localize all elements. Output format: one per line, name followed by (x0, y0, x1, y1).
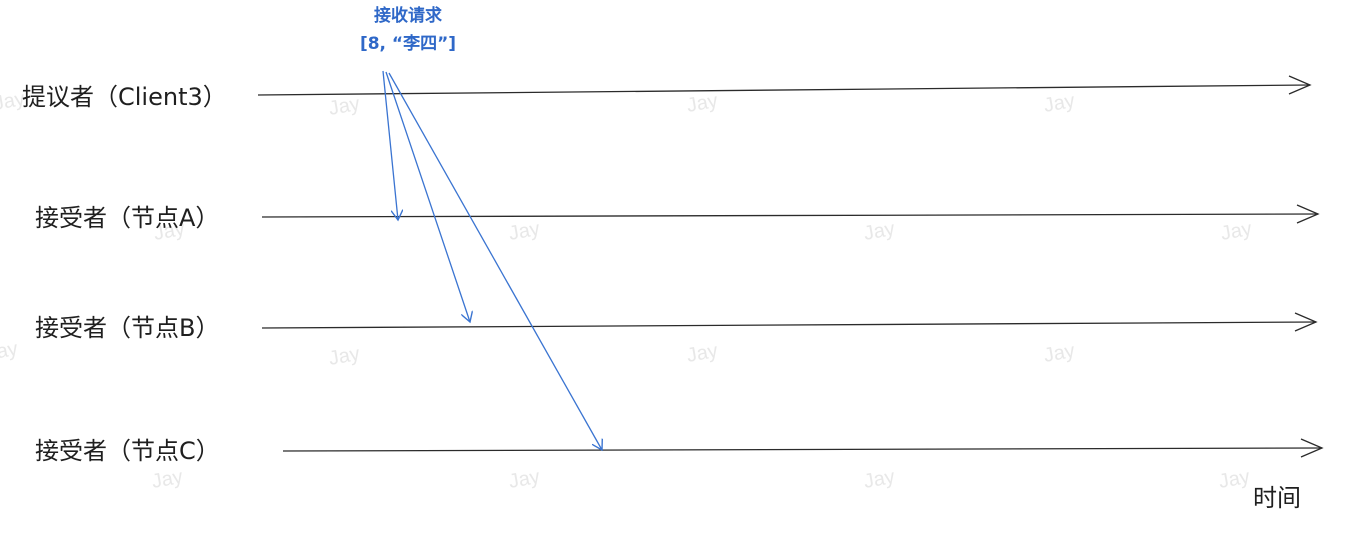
watermark-text: Jay (0, 338, 20, 365)
lifeline-label-acceptor-c: 接受者（节点C） (35, 437, 220, 465)
watermark-text: Jay (685, 90, 719, 117)
lifeline-label-acceptor-b: 接受者（节点B） (35, 314, 219, 342)
lifeline-acceptor-c (282, 438, 1324, 458)
watermark-text: Jay (862, 466, 896, 493)
lifeline-proposer (257, 75, 1312, 96)
watermark-text: Jay (150, 466, 184, 493)
watermark-text: Jay (1042, 340, 1076, 367)
watermark-text: Jay (507, 218, 541, 245)
time-axis-label: 时间 (1253, 484, 1301, 512)
lifeline-acceptor-b (261, 312, 1318, 332)
watermark-text: Jay (327, 93, 361, 120)
request-messages (382, 70, 602, 450)
watermark-text: Jay (1042, 90, 1076, 117)
lifeline-label-proposer: 提议者（Client3） (22, 83, 227, 111)
watermark-text: Jay (1219, 218, 1253, 245)
lifeline-label-acceptor-a: 接受者（节点A） (35, 204, 219, 232)
watermark-text: Jay (327, 343, 361, 370)
request-note-value: [8, “李四”] (360, 33, 456, 54)
message-arrow-to-b (385, 71, 470, 322)
message-arrow-to-a (382, 70, 398, 220)
request-note: 接收请求 [8, “李四”] (360, 5, 456, 54)
request-note-title: 接收请求 (374, 5, 442, 26)
message-arrow-to-c (388, 72, 602, 450)
watermark-text: Jay (507, 466, 541, 493)
watermark-text: Jay (152, 218, 186, 245)
watermark-text: Jay (862, 218, 896, 245)
lifeline-acceptor-a (261, 204, 1320, 224)
watermark-text: Jay (1217, 466, 1251, 493)
watermark-text: Jay (685, 340, 719, 367)
watermark-layer: Jay Jay Jay Jay Jay Jay Jay Jay Jay Jay … (0, 88, 1254, 493)
